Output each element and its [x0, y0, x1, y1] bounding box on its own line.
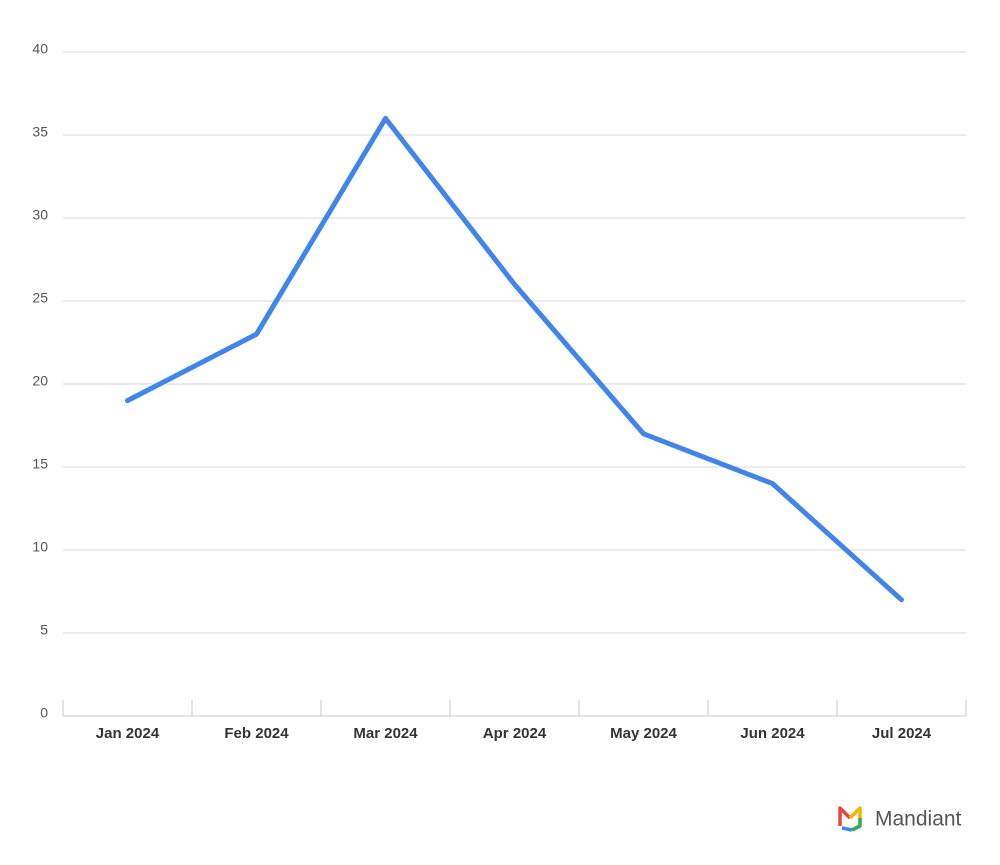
y-tick-label: 35: [32, 124, 48, 140]
logo-icon: [851, 818, 862, 832]
x-tick-label: Mar 2024: [353, 725, 418, 742]
x-tick-label: Jun 2024: [740, 725, 805, 742]
y-tick-label: 10: [32, 539, 48, 555]
logo-icon: [841, 826, 853, 832]
x-tick-label: Apr 2024: [483, 725, 547, 742]
line: [125, 115, 904, 603]
y-tick-label: 5: [40, 622, 48, 638]
logo-text: Mandiant: [875, 808, 962, 831]
x-tick-label: Feb 2024: [224, 725, 289, 742]
x-tick-label: Jul 2024: [872, 725, 932, 742]
x-tick-label: Jan 2024: [96, 725, 160, 742]
y-tick-label: 20: [32, 373, 48, 389]
logo-icon: [838, 806, 852, 826]
y-tick-label: 40: [32, 41, 48, 57]
y-tick-label: 15: [32, 456, 48, 472]
logo-icon: [848, 806, 862, 820]
logo: Mandiant: [838, 806, 962, 832]
y-tick-label: 0: [40, 705, 48, 721]
y-tick-label: 25: [32, 290, 48, 306]
y-tick-label: 30: [32, 207, 48, 223]
x-tick-label: May 2024: [610, 725, 677, 742]
